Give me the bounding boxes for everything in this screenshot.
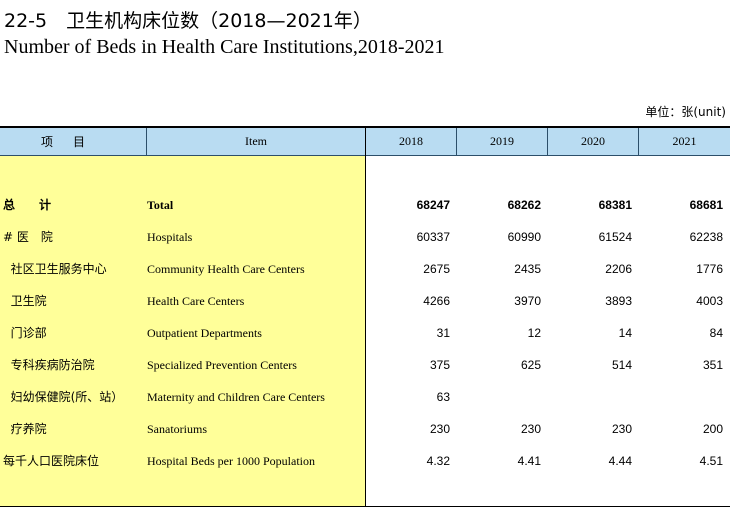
row-label-chinese: 社区卫生服务中心	[3, 262, 107, 276]
row-label-chinese: 疗养院	[3, 422, 47, 436]
row-label-chinese: 专科疾病防治院	[3, 358, 95, 372]
cell-value-2021: 4003	[696, 294, 723, 308]
cell-value-2021: 1776	[696, 262, 723, 276]
cell-value-2021: 351	[702, 358, 723, 372]
row-label-english: Sanatoriums	[147, 422, 207, 436]
cell-value-2021	[643, 381, 723, 413]
table-row: # 医 院 Hospitals 60337 60990 61524 62238	[0, 221, 730, 253]
page-title-english: Number of Beds in Health Care Institutio…	[4, 36, 445, 58]
row-label-chinese: 总 计	[3, 198, 52, 212]
cell-value-2020: 3893	[605, 294, 632, 308]
cell-value-2020: 230	[611, 422, 632, 436]
cell-value-2018: 230	[429, 422, 450, 436]
cell-value-2018: 63	[436, 390, 450, 404]
cell-value-2018: 68247	[416, 198, 450, 212]
row-label-english: Total	[147, 198, 174, 212]
table-row: 社区卫生服务中心 Community Health Care Centers 267…	[0, 253, 730, 285]
cell-value-2020	[552, 381, 632, 413]
cell-value-2018: 4.32	[426, 454, 450, 468]
cell-value-2019: 230	[520, 422, 541, 436]
cell-value-2019: 60990	[507, 230, 541, 244]
unit-label: 单位：张(unit)	[645, 105, 726, 119]
row-label-chinese: 卫生院	[3, 294, 47, 308]
cell-value-2021: 200	[702, 422, 723, 436]
header-year-2018: 2018	[366, 128, 457, 156]
cell-value-2019	[461, 381, 541, 413]
header-year-2020: 2020	[548, 128, 639, 156]
table-row: 妇幼保健院(所、站） Maternity and Children Care Ce…	[0, 381, 730, 413]
column-separator	[365, 128, 366, 507]
header-item-chinese: 项目	[0, 128, 147, 156]
table-row: 每千人口医院床位 Hospital Beds per 1000 Populatio…	[0, 445, 730, 477]
row-label-chinese: # 医 院	[3, 230, 53, 244]
table-row: 卫生院 Health Care Centers 4266 3970 3893 4003	[0, 285, 730, 317]
cell-value-2018: 60337	[416, 230, 450, 244]
row-label-english: Hospital Beds per 1000 Population	[147, 454, 315, 468]
row-label-chinese: 妇幼保健院(所、站）	[3, 390, 124, 404]
header-item-english: Item	[147, 128, 366, 156]
table-top-rule	[0, 126, 730, 128]
row-label-english: Community Health Care Centers	[147, 262, 305, 276]
cell-value-2021: 62238	[689, 230, 723, 244]
cell-value-2020: 514	[611, 358, 632, 372]
cell-value-2021: 68681	[689, 198, 723, 212]
cell-value-2018: 31	[436, 326, 450, 340]
row-label-english: Outpatient Departments	[147, 326, 262, 340]
table-row: 门诊部 Outpatient Departments 31 12 14 84	[0, 317, 730, 349]
table-row: 疗养院 Sanatoriums 230 230 230 200	[0, 413, 730, 445]
table-row: 总 计 Total 68247 68262 68381 68681	[0, 189, 730, 221]
cell-value-2021: 84	[709, 326, 723, 340]
row-label-english: Specialized Prevention Centers	[147, 358, 297, 372]
cell-value-2020: 14	[618, 326, 632, 340]
cell-value-2019: 68262	[507, 198, 541, 212]
page-title-chinese: 22-5 卫生机构床位数（2018—2021年）	[4, 10, 372, 32]
row-label-english: Maternity and Children Care Centers	[147, 390, 325, 404]
table-row: 专科疾病防治院 Specialized Prevention Centers 375…	[0, 349, 730, 381]
cell-value-2018: 4266	[423, 294, 450, 308]
cell-value-2019: 4.41	[517, 454, 541, 468]
item-column-background	[0, 156, 365, 507]
cell-value-2019: 625	[520, 358, 541, 372]
row-label-english: Hospitals	[147, 230, 193, 244]
header-year-2021: 2021	[639, 128, 730, 156]
cell-value-2019: 12	[527, 326, 541, 340]
table-bottom-rule	[0, 506, 730, 507]
cell-value-2019: 2435	[514, 262, 541, 276]
cell-value-2018: 375	[429, 358, 450, 372]
cell-value-2019: 3970	[514, 294, 541, 308]
cell-value-2020: 2206	[605, 262, 632, 276]
cell-value-2020: 68381	[598, 198, 632, 212]
cell-value-2021: 4.51	[699, 454, 723, 468]
cell-value-2020: 61524	[598, 230, 632, 244]
row-label-english: Health Care Centers	[147, 294, 245, 308]
cell-value-2020: 4.44	[608, 454, 632, 468]
row-label-chinese: 每千人口医院床位	[3, 454, 100, 468]
header-year-2019: 2019	[457, 128, 548, 156]
row-label-chinese: 门诊部	[3, 326, 47, 340]
cell-value-2018: 2675	[423, 262, 450, 276]
